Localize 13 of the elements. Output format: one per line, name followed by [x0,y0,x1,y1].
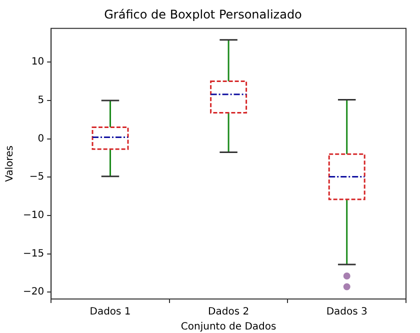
x-axis-title: Conjunto de Dados [180,322,276,333]
y-tick-label: −5 [29,172,44,183]
y-tick-label: 5 [38,95,44,106]
chart-title: Gráfico de Boxplot Personalizado [104,7,302,22]
y-tick-label: −15 [22,248,44,260]
y-tick-label: 10 [31,56,44,68]
y-tick-label: 0 [38,133,44,144]
y-tick-label: −20 [22,286,44,298]
x-tick-label: Dados 1 [90,306,131,318]
y-tick-label: −10 [22,210,44,222]
x-tick-label: Dados 2 [208,306,250,318]
y-axis-title: Valores [4,146,16,182]
x-tick-label: Dados 3 [326,306,368,318]
